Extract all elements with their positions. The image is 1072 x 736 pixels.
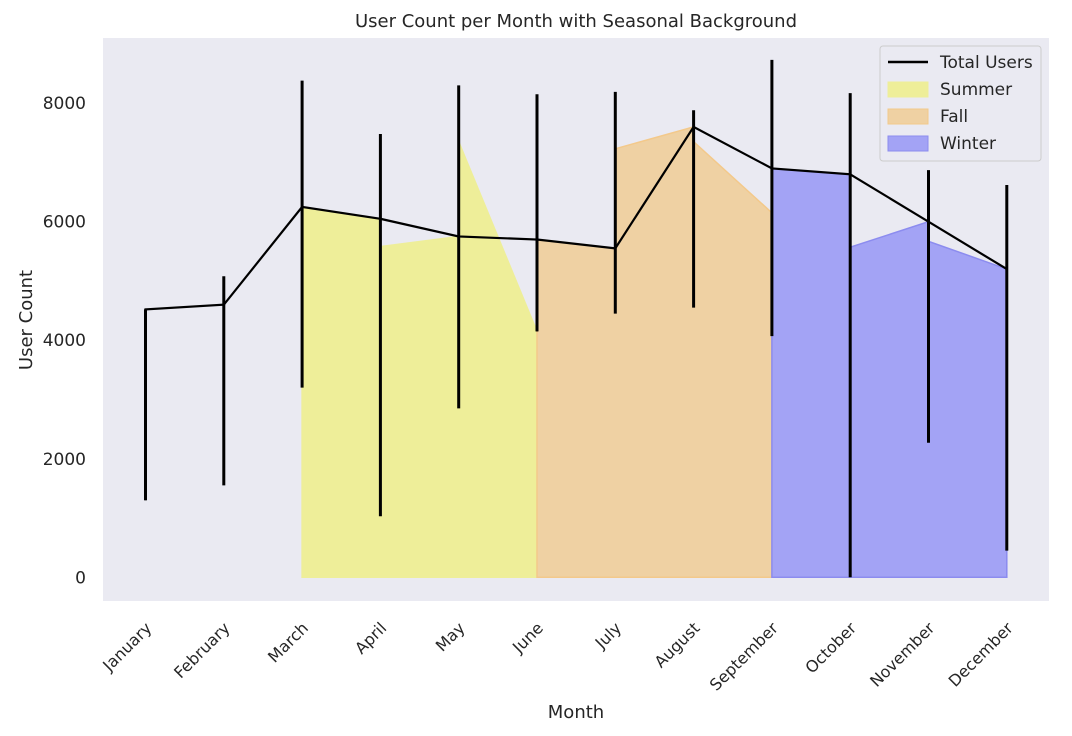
legend-fall-swatch	[887, 108, 929, 125]
y-tick-2000: 2000	[43, 450, 86, 470]
x-tick-december: December	[945, 618, 1017, 690]
legend-winter-swatch	[887, 135, 929, 152]
legend-total-users-label: Total Users	[939, 53, 1033, 73]
legend-winter-label: Winter	[940, 134, 996, 154]
legend: Total Users Summer Fall Winter	[879, 45, 1042, 162]
x-tick-october: October	[801, 618, 860, 677]
y-axis-title: User Count	[16, 270, 37, 370]
y-tick-8000: 8000	[43, 94, 86, 114]
x-axis-title: Month	[548, 702, 604, 723]
x-tick-november: November	[866, 618, 939, 691]
chart-title: User Count per Month with Seasonal Backg…	[355, 11, 797, 32]
legend-fall-label: Fall	[940, 107, 968, 127]
x-tick-february: February	[170, 618, 234, 682]
legend-summer-label: Summer	[940, 80, 1012, 100]
x-tick-march: March	[264, 618, 312, 666]
x-tick-july: July	[591, 618, 625, 652]
y-tick-labels: 0 2000 4000 6000 8000	[43, 94, 86, 588]
x-tick-august: August	[650, 618, 703, 671]
legend-box	[879, 45, 1042, 162]
x-tick-labels: January February March April May June July Augu…	[98, 618, 1017, 694]
x-tick-may: May	[432, 618, 469, 655]
y-tick-6000: 6000	[43, 213, 86, 233]
legend-summer-swatch	[887, 81, 929, 98]
y-tick-4000: 4000	[43, 331, 86, 351]
total-users-lines	[144, 123, 1008, 501]
season-areas	[301, 125, 1008, 579]
y-tick-0: 0	[75, 568, 86, 588]
x-tick-january: January	[98, 618, 155, 675]
x-tick-april: April	[351, 618, 390, 657]
x-tick-september: September	[706, 618, 782, 694]
total-users-line	[144, 123, 1008, 501]
x-tick-june: June	[508, 618, 547, 657]
